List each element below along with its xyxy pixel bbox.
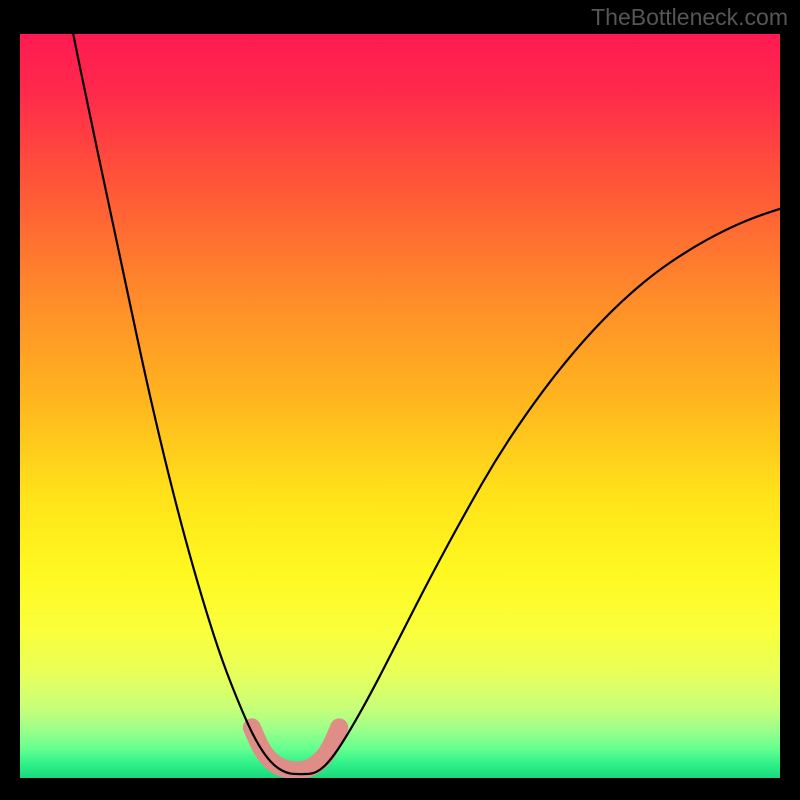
gradient-background bbox=[20, 34, 780, 778]
chart-svg bbox=[20, 34, 780, 778]
plot-area bbox=[20, 34, 780, 778]
watermark-text: TheBottleneck.com bbox=[591, 4, 788, 31]
